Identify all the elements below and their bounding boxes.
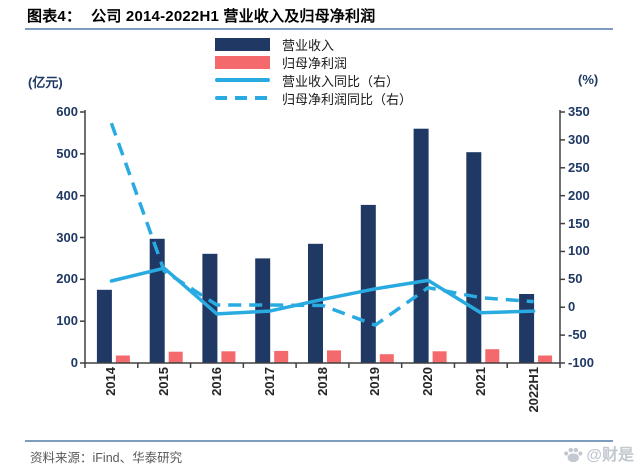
chart-title: 图表4： 公司 2014-2022H1 营业收入及归母净利润: [27, 5, 375, 26]
legend-item-profit: 归母净利润: [215, 53, 412, 71]
chart-legend: 营业收入 归母净利润 营业收入同比（右） 归母净利润同比（右）: [215, 35, 412, 107]
revenue-bar-2015: [149, 238, 165, 363]
profit-bar-2019: [379, 354, 394, 363]
title-divider: [25, 28, 613, 30]
profit-bar-2016: [221, 351, 236, 363]
x-axis-label-2021: 2021: [472, 367, 488, 396]
right-axis-tick-label: -100: [568, 355, 595, 370]
left-axis-tick-label: 500: [56, 145, 78, 161]
legend-swatch-revenue-yoy-line: [215, 78, 270, 82]
right-axis-tick-label: 0: [568, 299, 576, 315]
legend-item-revenue: 营业收入: [215, 35, 412, 53]
x-axis-label-2020: 2020: [420, 367, 436, 396]
legend-item-revenue-yoy: 营业收入同比（右）: [215, 71, 412, 89]
legend-label: 营业收入: [282, 37, 335, 53]
watermark: @财是: [562, 441, 634, 465]
profit-bar-2020: [432, 351, 447, 363]
left-axis-tick-label: 200: [56, 271, 78, 287]
right-axis-tick-label: 300: [568, 131, 590, 147]
x-axis-label-2022H1: 2022H1: [525, 367, 541, 413]
right-axis-tick-label: 200: [568, 187, 590, 203]
source-note: 资料来源：iFind、华泰研究: [30, 451, 183, 465]
left-axis-tick-label: 400: [56, 187, 78, 203]
watermark-text: @财是: [586, 447, 634, 464]
right-axis-unit: (%): [578, 72, 599, 87]
revenue-bar-2017: [255, 258, 271, 363]
right-axis-tick-label: 100: [568, 243, 590, 259]
profit-bar-2021: [485, 349, 500, 363]
profit-bar-2017: [274, 350, 289, 363]
left-axis-unit: (亿元): [28, 75, 63, 90]
revenue-bar-2014: [96, 289, 112, 363]
legend-swatch-profit-yoy-line: [215, 96, 270, 100]
legend-item-profit-yoy: 归母净利润同比（右）: [215, 89, 412, 107]
watermark-paw-icon: [564, 447, 583, 462]
revenue-bar-2021: [466, 152, 482, 363]
x-axis-label-2018: 2018: [314, 367, 330, 396]
profit-bar-2015: [168, 351, 183, 363]
revenue-yoy-line: [109, 266, 536, 316]
right-axis-tick-label: 350: [568, 104, 590, 119]
right-axis-tick-label: 50: [568, 271, 583, 287]
footer-divider: [25, 440, 613, 442]
left-axis-tick-label: 600: [56, 104, 78, 119]
profit-bar-2018: [327, 350, 341, 363]
legend-label: 归母净利润: [282, 55, 348, 71]
x-axis-label-2014: 2014: [103, 367, 119, 396]
legend-label: 营业收入同比（右）: [282, 73, 400, 89]
x-axis-label-2016: 2016: [208, 367, 224, 396]
right-axis-tick-label: 150: [568, 215, 590, 231]
legend-label: 归母净利润同比（右）: [282, 91, 413, 107]
revenue-bar-2020: [413, 128, 429, 363]
revenue-bar-2016: [202, 253, 218, 363]
left-axis-tick-label: 0: [70, 355, 78, 370]
left-axis-tick-label: 100: [56, 313, 78, 329]
right-axis-tick-label: 250: [568, 159, 590, 175]
x-axis-label-2015: 2015: [156, 367, 172, 396]
legend-swatch-profit-bar: [215, 55, 270, 69]
right-axis-tick-label: -50: [568, 327, 587, 343]
revenue-bar-2019: [360, 204, 376, 363]
left-axis-tick-label: 300: [56, 229, 78, 245]
figure-title-text: 公司 2014-2022H1 营业收入及归母净利润: [91, 8, 376, 25]
x-axis-label-2017: 2017: [261, 367, 277, 396]
revenue-bar-2022H1: [519, 294, 535, 363]
legend-swatch-revenue-bar: [215, 37, 270, 51]
revenue-bar-2018: [308, 243, 323, 363]
profit-yoy-line: [109, 122, 534, 327]
profit-bar-2014: [115, 355, 130, 363]
x-axis-label-2019: 2019: [367, 367, 383, 396]
figure-number: 图表4：: [27, 8, 82, 25]
profit-bar-2022H1: [538, 355, 553, 363]
